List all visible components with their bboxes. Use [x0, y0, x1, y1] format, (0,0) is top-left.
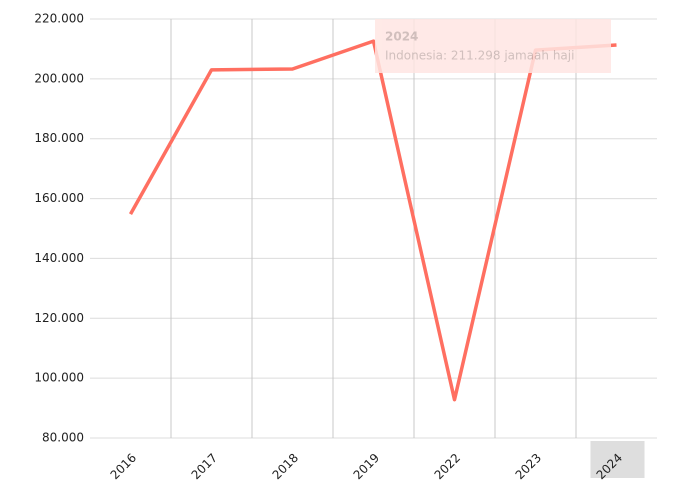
y-tick-label: 220.000	[34, 12, 84, 26]
x-tick-label: 2016	[108, 451, 139, 482]
tooltip-text: Indonesia: 211.298 jamaah haji	[385, 49, 574, 63]
x-tick-label: 2022	[432, 451, 463, 482]
y-tick-label: 160.000	[34, 191, 84, 205]
y-tick-label: 80.000	[42, 431, 84, 445]
x-tick-label: 2017	[189, 451, 220, 482]
y-tick-label: 140.000	[34, 251, 84, 265]
y-tick-label: 120.000	[34, 311, 84, 325]
tooltip-title: 2024	[385, 30, 418, 44]
y-tick-label: 180.000	[34, 131, 84, 145]
tooltip-box	[375, 19, 611, 73]
y-tick-label: 200.000	[34, 71, 84, 85]
y-tick-label: 100.000	[34, 371, 84, 385]
x-label-highlight	[590, 441, 645, 478]
x-tick-label: 2019	[351, 451, 382, 482]
series-line	[128, 39, 617, 402]
x-tick-label: 2023	[513, 451, 544, 482]
tooltip: 2024 Indonesia: 211.298 jamaah haji	[375, 19, 611, 73]
x-tick-label: 2018	[270, 451, 301, 482]
